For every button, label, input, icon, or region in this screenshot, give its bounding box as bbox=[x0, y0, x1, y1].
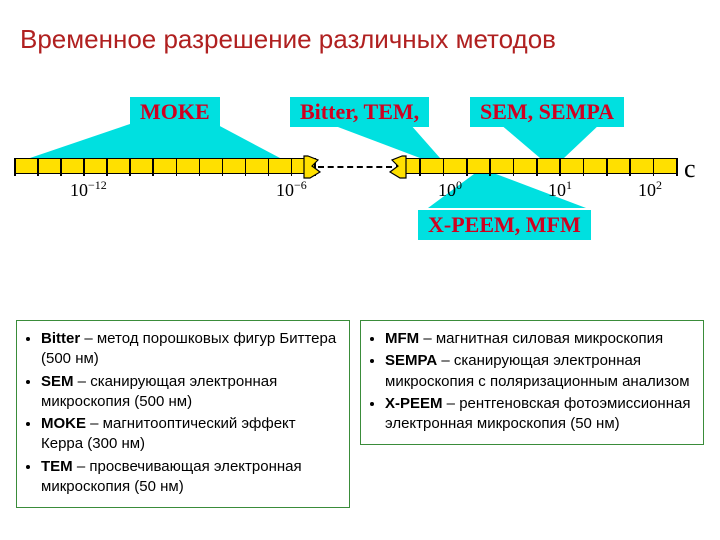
axis-breaks bbox=[0, 154, 720, 194]
axis-tick-label: 100 bbox=[438, 178, 462, 201]
axis-tick-label: 101 bbox=[548, 178, 572, 201]
legend-right: MFM – магнитная силовая микроскопияSEMPA… bbox=[360, 320, 704, 445]
legend-item: SEM – сканирующая электронная микроскопи… bbox=[41, 372, 339, 413]
legend-item: Bitter – метод порошковых фигур Биттера … bbox=[41, 329, 339, 370]
legend-item: X-PEEM – рентгеновская фотоэмиссионная э… bbox=[385, 394, 693, 435]
axis-unit: c bbox=[684, 154, 696, 184]
callout-sem-sempa: SEM, SEMPA bbox=[470, 97, 624, 127]
legend-item: MFM – магнитная силовая микроскопия bbox=[385, 329, 693, 349]
trap-moke bbox=[30, 124, 280, 158]
legend-item: TEM – просвечивающая электронная микроск… bbox=[41, 457, 339, 498]
legend-left: Bitter – метод порошковых фигур Биттера … bbox=[16, 320, 350, 508]
legend-item: SEMPA – сканирующая электронная микроско… bbox=[385, 351, 693, 392]
axis-tick-label: 102 bbox=[638, 178, 662, 201]
callout-xpeem-mfm: X-PEEM, MFM bbox=[418, 210, 591, 240]
legend-item: MOKE – магнитооптический эффект Керра (3… bbox=[41, 414, 339, 455]
trap-sem bbox=[500, 124, 600, 158]
axis-tick-label: 10−12 bbox=[70, 178, 107, 201]
callout-moke: MOKE bbox=[130, 97, 220, 127]
trap-bitter bbox=[330, 124, 440, 158]
callout-bitter-tem: Bitter, TEM, bbox=[290, 97, 429, 127]
axis-tick-label: 10−6 bbox=[276, 178, 307, 201]
page-title: Временное разрешение различных методов bbox=[20, 24, 556, 55]
